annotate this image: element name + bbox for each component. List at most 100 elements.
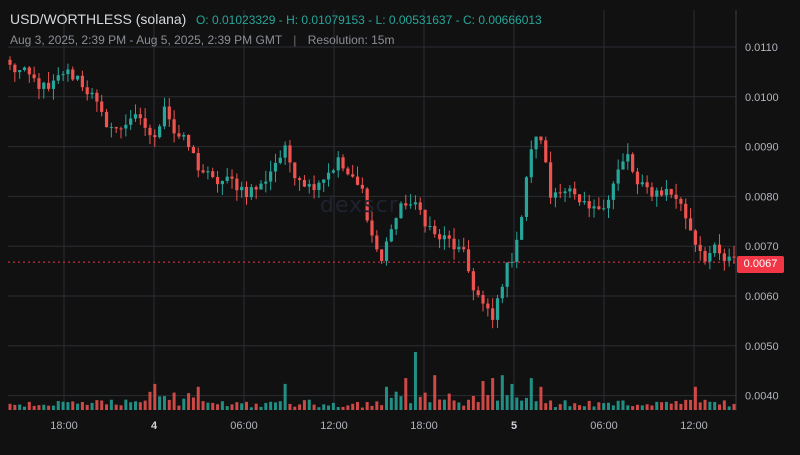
candle-body — [109, 127, 113, 129]
candle-body — [162, 106, 167, 127]
volume-bar — [191, 397, 195, 410]
candle-body — [476, 290, 480, 296]
candle-body — [524, 177, 529, 217]
time-tick-label: 06:00 — [590, 420, 618, 432]
volume-bar — [206, 402, 210, 410]
candle-body — [341, 157, 345, 169]
candle-body — [452, 238, 456, 250]
volume-bar — [727, 406, 731, 410]
volume-bar — [37, 405, 41, 410]
candle-body — [384, 241, 389, 261]
candle-body — [510, 261, 514, 263]
volume-bar — [216, 404, 220, 410]
volume-bar — [245, 401, 249, 410]
volume-bar — [539, 386, 543, 410]
volume-bar — [264, 402, 268, 410]
candle-body — [293, 162, 297, 179]
volume-bar — [563, 400, 567, 410]
candle-body — [312, 184, 316, 191]
open-label: O: — [195, 13, 209, 27]
candle-body — [119, 128, 123, 130]
volume-bar — [298, 404, 302, 410]
volume-bar — [47, 405, 51, 410]
candle-body — [568, 188, 572, 192]
candlesticks — [8, 56, 736, 329]
volume-bar — [664, 401, 668, 410]
candle-body — [621, 161, 625, 170]
candle-body — [703, 251, 707, 262]
volume-bar — [476, 402, 480, 410]
price-tick-label: 0.0090 — [745, 142, 779, 154]
candle-body — [177, 133, 181, 137]
candle-body — [428, 225, 432, 227]
candle-body — [380, 249, 384, 261]
volume-bar — [481, 381, 485, 410]
volume-bar — [544, 403, 548, 410]
volume-bar — [177, 405, 181, 410]
open-value: 0.01023329 — [211, 13, 276, 27]
candle-body — [409, 204, 413, 206]
candle-body — [32, 74, 36, 79]
candle-body — [548, 162, 553, 198]
volume-bar — [249, 407, 253, 410]
volume-bar — [698, 402, 702, 410]
candle-body — [138, 114, 142, 119]
candle-body — [713, 244, 717, 254]
volume-bar — [718, 404, 722, 410]
volume-bar — [626, 405, 630, 410]
volume-bar — [708, 401, 712, 410]
time-axis[interactable]: 18:00 4 06:00 12:00 18:00 5 06:00 12:00 — [50, 420, 708, 432]
candle-body — [104, 111, 109, 128]
candle-body — [240, 186, 244, 191]
candle-body — [688, 218, 693, 231]
candle-body — [351, 174, 355, 177]
volume-bar — [631, 406, 635, 410]
candle-body — [283, 145, 287, 158]
price-axis[interactable]: 0.0110 0.0100 0.0090 0.0080 0.0070 0.0060 0.00… — [745, 42, 779, 403]
candle-body — [500, 286, 504, 299]
candle-body — [462, 247, 466, 250]
candle-body — [660, 190, 664, 196]
volume-bar — [61, 401, 65, 410]
volume-bar — [703, 399, 707, 410]
candle-body — [505, 262, 509, 287]
volume-bar — [616, 400, 620, 410]
candle-body — [650, 187, 654, 197]
candle-body — [129, 118, 133, 125]
time-tick-label: 18:00 — [410, 420, 438, 432]
candle-body — [413, 202, 418, 205]
volume-bar — [597, 402, 601, 410]
volume-bar — [438, 399, 442, 410]
candle-body — [529, 149, 533, 178]
volume-bar — [389, 397, 393, 410]
candle-body — [47, 82, 51, 89]
time-tick-label: 12:00 — [320, 420, 348, 432]
candle-body — [264, 181, 268, 184]
candle-body — [732, 256, 736, 258]
candle-body — [442, 235, 446, 240]
separator: | — [293, 33, 297, 47]
volume-bar — [351, 403, 355, 410]
candle-body — [664, 188, 669, 196]
pair-title: USD/WORTHLESS (solana) — [10, 11, 187, 27]
volume-bar — [360, 407, 364, 410]
time-tick-label: 5 — [511, 420, 517, 432]
volume-bar — [80, 402, 84, 410]
volume-bar — [220, 401, 224, 410]
candle-body — [61, 74, 65, 76]
candle-body — [211, 171, 215, 178]
volume-bar — [341, 406, 345, 410]
low-value: 0.00531637 — [388, 13, 453, 27]
candle-body — [51, 80, 56, 89]
volume-bar — [524, 397, 528, 410]
candle-body — [18, 70, 22, 73]
candle-body — [206, 171, 210, 173]
volume-bar — [293, 406, 297, 410]
volume-bar — [380, 405, 384, 410]
candle-body — [355, 176, 360, 185]
volume-bar — [66, 402, 70, 410]
volume-bar — [283, 383, 287, 410]
candle-body — [95, 92, 99, 102]
candle-body — [457, 247, 461, 250]
